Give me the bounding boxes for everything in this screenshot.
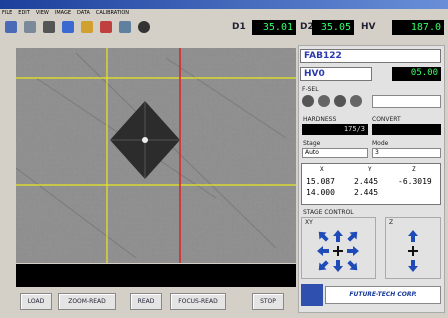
table-header: X [320,166,324,173]
scale-display: 05.00 [392,67,441,81]
tool-icon[interactable] [24,21,36,33]
toolbar [5,21,150,33]
readout-value: 187.0 [392,20,444,35]
menu-item[interactable]: EDIT [18,9,30,17]
arrow-button[interactable] [345,228,361,244]
table-header: Z [412,166,416,173]
arrow-button[interactable] [345,258,361,274]
readout-label: D1 [232,22,246,32]
tool-icon[interactable] [5,21,17,33]
control-label: STAGE CONTROL [303,209,354,216]
table-cell: -6.3019 [398,177,432,186]
logo-mark [301,284,323,306]
filter-label: F-SEL [302,86,319,93]
readout-value: 35.05 [312,20,354,35]
convert-label: CONVERT [372,116,401,123]
readout-value: 35.01 [252,20,296,35]
status-bar [16,264,296,287]
filter-icon[interactable] [350,95,362,107]
readout-label: HV [361,22,376,32]
menu-item[interactable]: IMAGE [55,9,71,17]
table-header: Y [368,166,372,173]
action-button[interactable]: LOAD [20,293,52,310]
action-button[interactable]: ZOOM-READ [58,293,116,310]
menu-item[interactable]: CALIBRATION [96,9,129,17]
hardness-label: HARDNESS [303,116,336,123]
filter-icon[interactable] [302,95,314,107]
filter-icons [302,95,362,107]
arrow-button[interactable] [347,246,359,256]
action-button[interactable]: READ [130,293,162,310]
hardness-display: 175/3 [302,124,368,135]
tool-icon[interactable] [81,21,93,33]
menu-bar: FILE EDIT VIEW IMAGE DATA CALIBRATION [2,9,129,17]
stage-label: Stage [303,140,320,147]
mode-label: Mode [372,140,388,147]
menu-item[interactable]: VIEW [36,9,49,17]
action-button[interactable]: FOCUS-READ [170,293,226,310]
table-cell: 2.445 [354,188,378,197]
tool-icon[interactable] [138,21,150,33]
tool-icon[interactable] [62,21,74,33]
menu-item[interactable]: DATA [77,9,90,17]
tool-icon[interactable] [43,21,55,33]
position-table: X Y Z 15.087 2.445 -6.3019 14.000 2.445 [301,163,441,205]
logo-text: FUTURE-TECH CORP. [325,286,441,304]
menu-item[interactable]: FILE [2,9,12,17]
arrow-button[interactable] [315,258,331,274]
arrow-button[interactable] [333,260,343,272]
scale-select[interactable]: HV0 [300,67,372,81]
arrow-button[interactable] [315,228,331,244]
table-select[interactable]: FAB122 [300,49,441,63]
camera-image [16,48,296,263]
arrow-button[interactable] [317,246,329,256]
app-window: FILE EDIT VIEW IMAGE DATA CALIBRATION D1 35.01… [0,0,448,318]
stage-mode[interactable]: Auto [302,148,368,158]
arrow-button[interactable] [333,230,343,242]
tool-icon[interactable] [119,21,131,33]
table-cell: 14.000 [306,188,335,197]
convert-display [372,124,441,135]
tool-icon[interactable] [100,21,112,33]
filter-icon[interactable] [334,95,346,107]
arrow-button[interactable] [408,260,418,272]
action-button[interactable]: STOP [252,293,284,310]
table-cell: 2.445 [354,177,378,186]
stage-speed[interactable]: 3 [372,148,441,158]
title-bar [0,0,448,9]
filter-icon[interactable] [318,95,330,107]
table-cell: 15.087 [306,177,335,186]
center-button[interactable] [333,246,343,256]
direction-pad [298,225,445,280]
filter-select[interactable] [372,95,441,108]
arrow-button[interactable] [408,230,418,242]
z-center-button[interactable] [408,246,418,256]
